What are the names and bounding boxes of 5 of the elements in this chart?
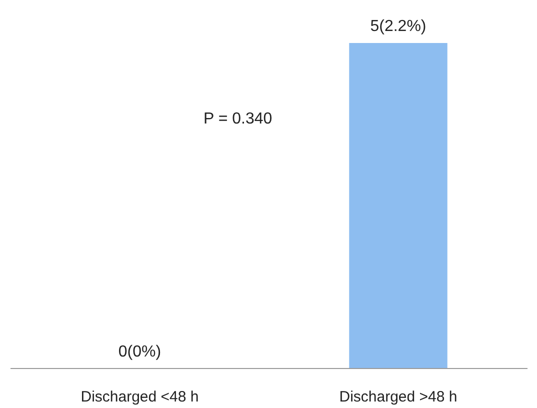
- data-label: 0(0%): [118, 344, 162, 360]
- x-tick-label: Discharged <48 h: [80, 388, 199, 406]
- x-tick-label: Discharged >48 h: [339, 388, 458, 406]
- data-label: 5(2.2%): [370, 18, 426, 36]
- annotation: P = 0.340: [204, 110, 272, 128]
